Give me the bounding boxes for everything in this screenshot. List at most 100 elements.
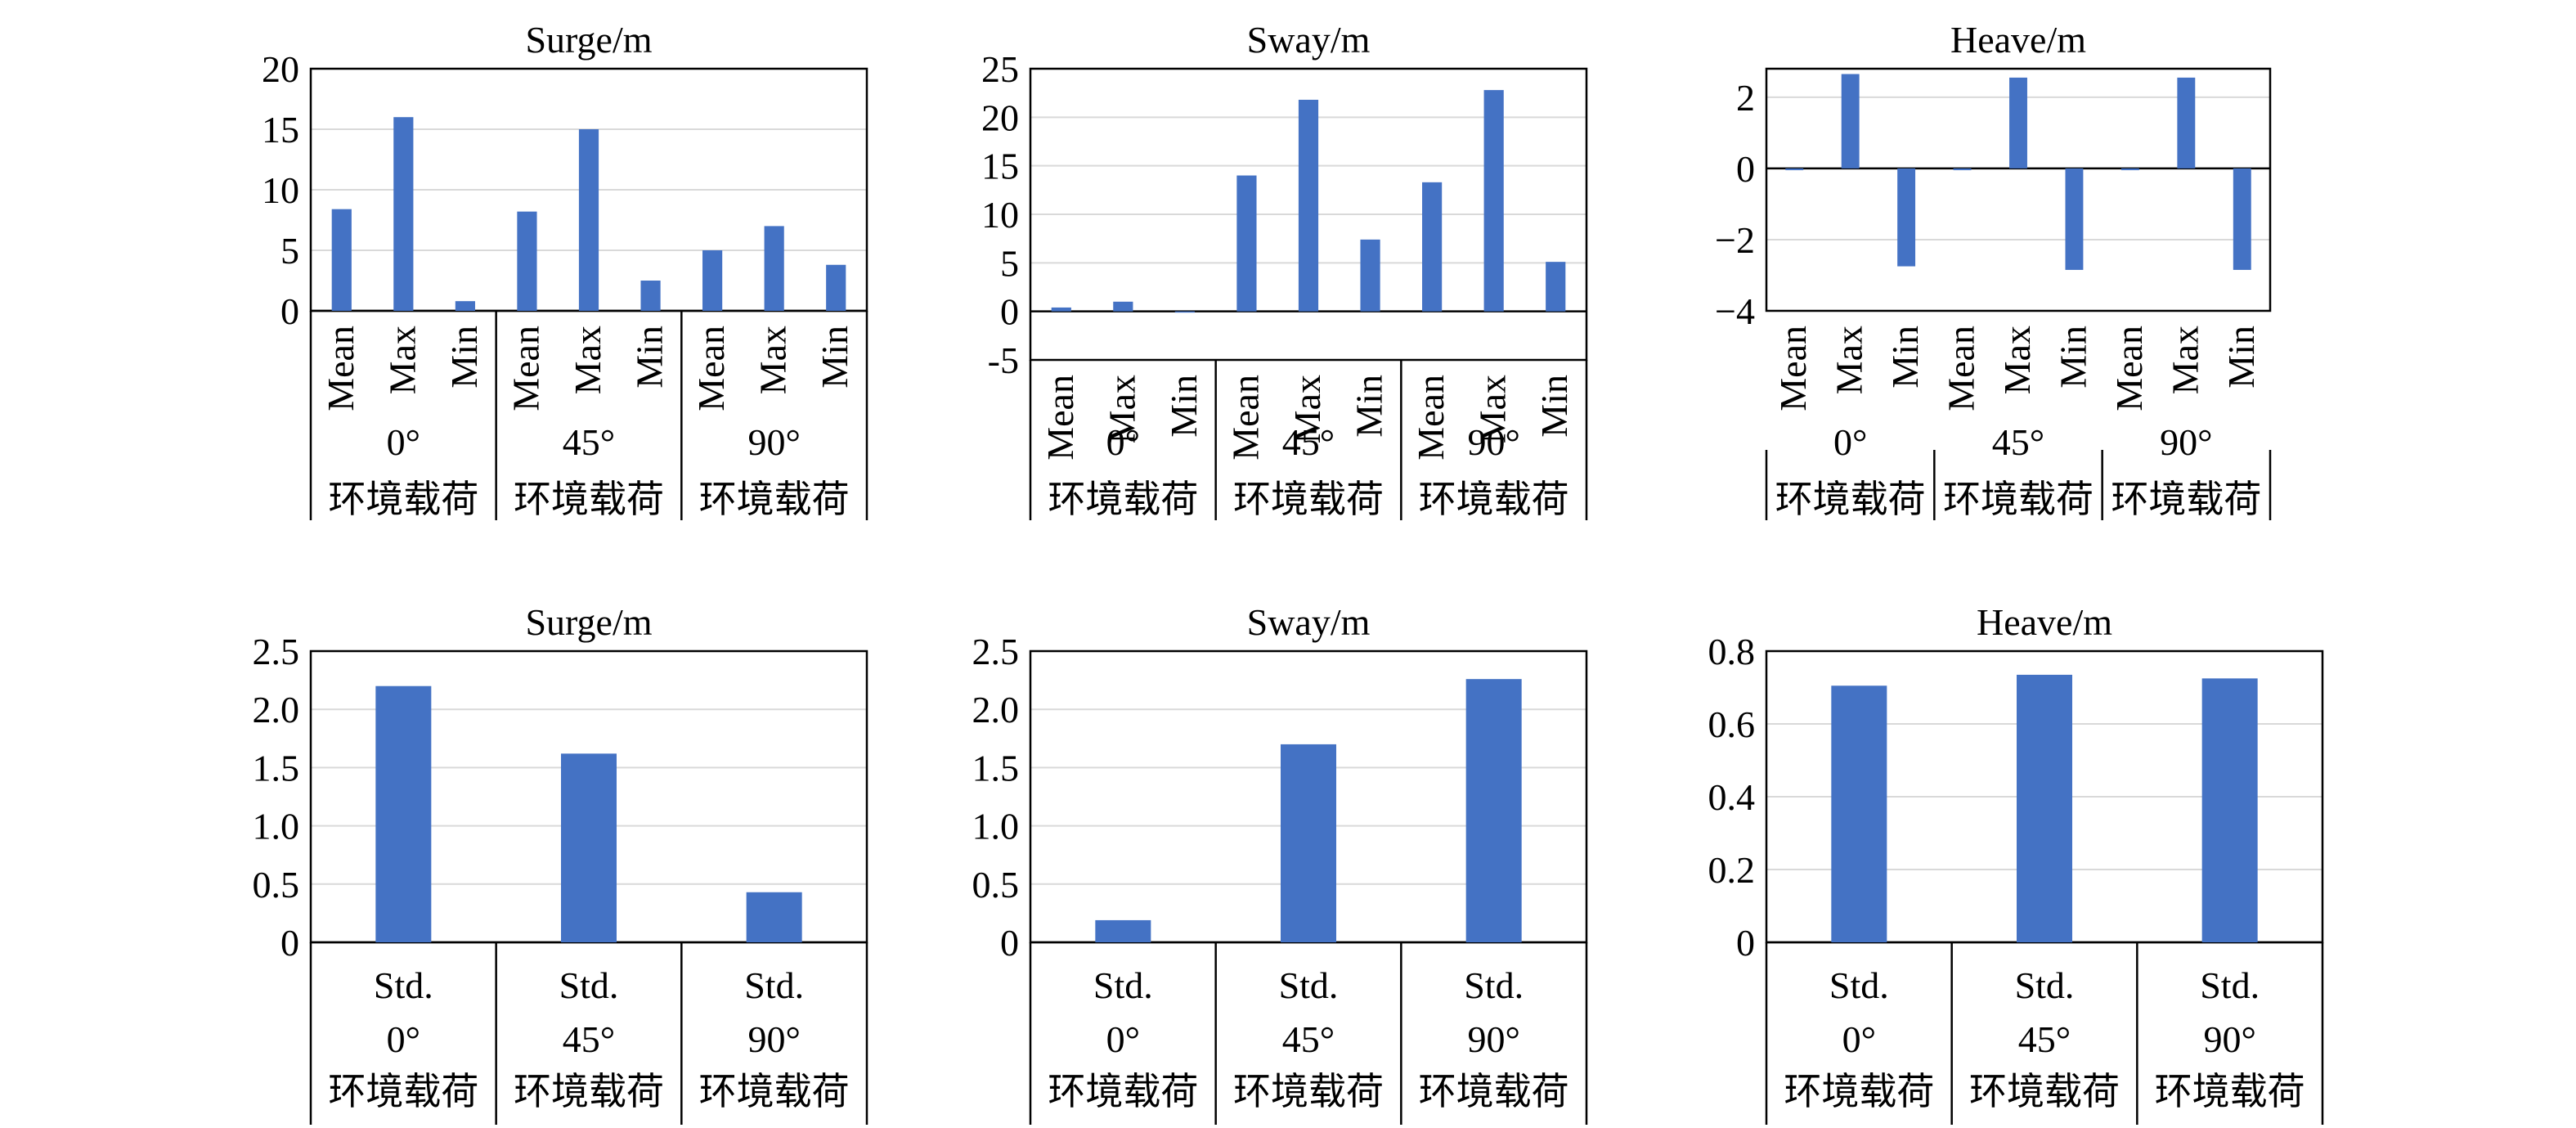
category-label: Mean — [505, 326, 546, 411]
bar — [764, 226, 784, 311]
group-label-angle: 0° — [1833, 421, 1867, 463]
group-label-angle: 90° — [1467, 421, 1519, 463]
category-label: Mean — [1410, 375, 1452, 461]
bar — [1281, 744, 1336, 942]
chart-top-surge: 0 5 10 15 20 Surge/m Mean Max Min 0° 环境载荷 Mean Max Mi… — [262, 19, 868, 520]
group-label-angle: 45° — [1282, 421, 1335, 463]
chart-title: Heave/m — [1977, 601, 2112, 643]
bar — [1465, 679, 1522, 942]
group-label-stat: Std. — [374, 964, 433, 1006]
category-label: Max — [1101, 375, 1142, 443]
y-tick-label: -5 — [988, 339, 1019, 381]
y-tick-label: 0.6 — [1708, 703, 1756, 745]
y-tick-label: 2.0 — [253, 689, 300, 730]
chart-panel-top-sway: -5 0 5 10 15 20 25 Sway/m Mean Max Min 0° 环境载荷 Mean Ma… — [859, 0, 1717, 564]
group-label-angle: 90° — [2203, 1018, 2255, 1060]
category-label: Min — [2220, 326, 2262, 389]
y-tick-label: 5 — [1000, 242, 1019, 284]
y-tick-label: 0.5 — [972, 864, 1020, 906]
group-label-stat: Std. — [744, 964, 804, 1006]
group-label-angle: 90° — [2160, 421, 2212, 463]
bar — [561, 753, 617, 942]
bar — [1236, 175, 1257, 312]
bar — [517, 211, 537, 311]
bar — [455, 301, 475, 311]
group-label-load: 环境载荷 — [1048, 479, 1198, 520]
chart-title: Surge/m — [525, 19, 652, 61]
y-tick-label: 0 — [1736, 148, 1755, 190]
chart-bottom-surge: 0 0.5 1.0 1.5 2.0 2.5 Surge/m Std. 0° 环境载荷 Std. 45°… — [253, 601, 868, 1125]
group-label-stat: Std. — [559, 964, 619, 1006]
bar — [393, 117, 414, 311]
y-tick-label: 1.5 — [253, 747, 300, 789]
group-label-load: 环境载荷 — [328, 479, 478, 520]
category-label: Max — [1286, 375, 1328, 443]
category-label: Min — [1163, 375, 1205, 438]
bar — [702, 250, 723, 311]
bar — [578, 129, 599, 311]
y-tick-label: 0 — [1000, 291, 1019, 333]
bar — [2065, 168, 2084, 270]
chart-panel-top-heave: −4 −2 0 2 Heave/m Mean Max Min 0° 环境载荷 Mean Max Min 4… — [1715, 0, 2576, 564]
group-label-load: 环境载荷 — [1784, 1071, 1934, 1112]
bar — [375, 685, 432, 942]
category-label: Min — [629, 326, 671, 389]
bar — [1360, 239, 1380, 312]
chart-title: Heave/m — [1950, 19, 2086, 61]
group-label-load: 环境载荷 — [2111, 479, 2261, 520]
chart-group: 0 0.2 0.4 0.6 0.8 Heave/m Std. 0° 环境载荷 Std. 45° 环境载… — [1708, 601, 2324, 1125]
y-tick-label: 1.0 — [253, 806, 300, 847]
chart-panel-bottom-sway: 0 0.5 1.0 1.5 2.0 2.5 Sway/m Std. 0° 环境载荷 Std. 45° 环… — [859, 564, 1717, 1128]
chart-group: -5 0 5 10 15 20 25 Sway/m Mean Max Min 0° 环境载荷 Mean Ma… — [981, 19, 1588, 520]
group-label-angle: 45° — [1992, 421, 2044, 463]
category-label: Min — [1884, 326, 1926, 389]
group-label-load: 环境载荷 — [1233, 1071, 1384, 1112]
y-tick-label: 20 — [262, 48, 299, 90]
group-label-load: 环境载荷 — [514, 479, 664, 520]
group-label-load: 环境载荷 — [1943, 479, 2094, 520]
bar — [2009, 77, 2027, 169]
bar — [640, 281, 661, 311]
y-tick-label: 25 — [981, 48, 1019, 90]
group-label-stat: Std. — [2015, 964, 2075, 1006]
bar — [1897, 168, 1916, 267]
group-label-angle: 0° — [1106, 421, 1140, 463]
group-label-load: 环境载荷 — [2155, 1071, 2305, 1112]
group-label-angle: 45° — [563, 1018, 615, 1060]
category-label: Min — [814, 326, 855, 389]
chart-bottom-heave: 0 0.2 0.4 0.6 0.8 Heave/m Std. 0° 环境载荷 Std. 45° 环境载… — [1708, 601, 2324, 1125]
y-tick-label: 20 — [981, 97, 1019, 138]
chart-title: Sway/m — [1247, 19, 1371, 61]
category-label: Mean — [1772, 326, 1814, 411]
category-label: Mean — [1941, 326, 1982, 411]
y-tick-label: 0.8 — [1708, 631, 1756, 672]
bar — [2017, 674, 2072, 942]
y-tick-label: 15 — [262, 109, 299, 151]
y-tick-label: 0 — [1736, 922, 1755, 964]
plot-frame — [1765, 67, 2272, 312]
bar — [1051, 307, 1071, 312]
bar — [1422, 182, 1443, 312]
chart-top-sway: -5 0 5 10 15 20 25 Sway/m Mean Max Min 0° 环境载荷 Mean Ma… — [981, 19, 1588, 520]
y-tick-label: 0.5 — [253, 864, 300, 906]
group-label-load: 环境载荷 — [1419, 1071, 1569, 1112]
bar — [1546, 262, 1566, 312]
category-label: Max — [752, 326, 794, 394]
group-label-stat: Std. — [1279, 964, 1339, 1006]
bar — [1174, 311, 1195, 313]
category-label: Max — [1472, 375, 1514, 443]
y-tick-label: 10 — [981, 194, 1019, 236]
bar — [331, 209, 352, 311]
bar — [2233, 168, 2251, 270]
category-label: Min — [443, 326, 485, 389]
group-label-load: 环境载荷 — [1969, 1071, 2120, 1112]
category-label: Max — [1996, 326, 2038, 394]
bar — [1831, 685, 1887, 942]
y-tick-label: 10 — [262, 169, 299, 211]
group-label-angle: 0° — [1842, 1018, 1876, 1060]
group-label-load: 环境载荷 — [1233, 479, 1384, 520]
bar — [1483, 90, 1504, 312]
